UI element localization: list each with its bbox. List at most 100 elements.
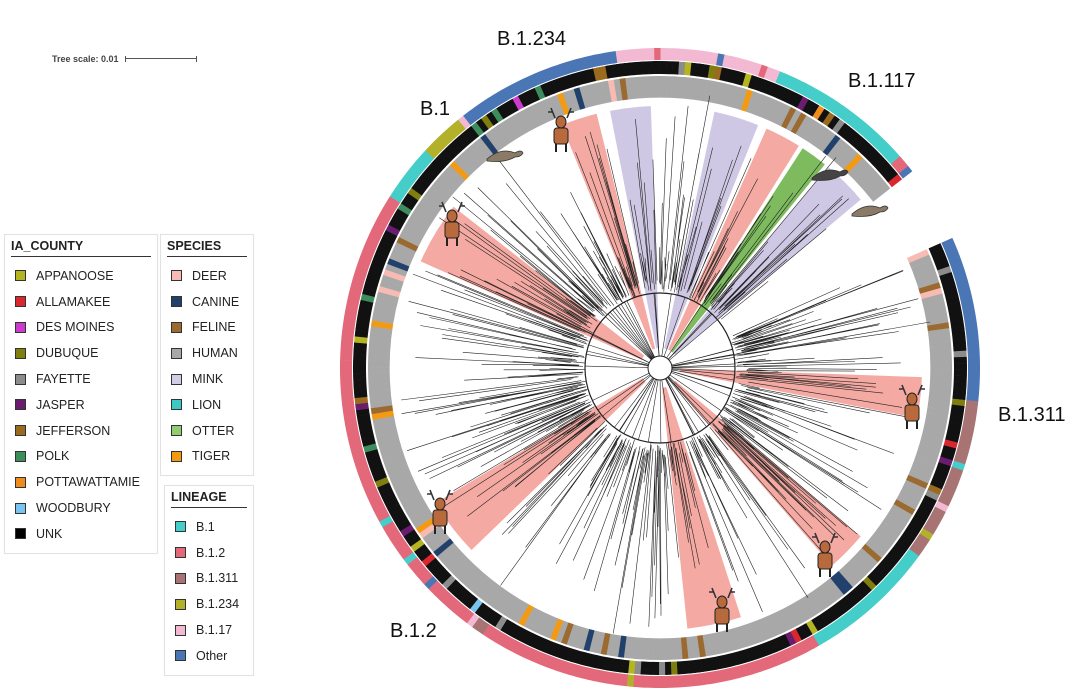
deer-antler — [812, 532, 838, 544]
ring-species-cell — [485, 130, 503, 152]
ring-lineage-cell — [819, 94, 832, 109]
ring-county-cell — [925, 489, 940, 501]
ring-species-cell — [800, 118, 817, 141]
legend-label: OTTER — [192, 423, 235, 438]
legend-swatch — [175, 521, 186, 533]
ring-county-cell — [916, 505, 932, 518]
legend-item: B.1 — [171, 514, 247, 540]
legend-label: DUBUQUE — [36, 346, 99, 361]
ring-lineage-cell — [746, 60, 756, 75]
legend-swatch — [15, 399, 26, 411]
ring-county-cell — [688, 659, 697, 674]
ring-lineage-cell — [404, 169, 419, 183]
ring-lineage-cell — [596, 53, 606, 67]
ring-species-cell — [912, 459, 935, 473]
ring-species-cell — [734, 626, 746, 649]
ring-lineage-cell — [941, 237, 956, 249]
legend-swatch — [171, 296, 182, 308]
ring-lineage-cell — [340, 347, 353, 355]
ring-lineage-cell — [420, 150, 435, 164]
ring-lineage-cell — [801, 638, 814, 652]
ring-lineage-cell — [967, 369, 980, 376]
ring-species-cell — [388, 467, 412, 482]
ring-species-cell — [835, 145, 855, 167]
ring-species-cell — [712, 631, 724, 655]
ring-lineage-cell — [695, 673, 704, 686]
ring-species-cell — [907, 469, 931, 484]
ring-lineage-cell — [898, 165, 913, 179]
ring-lineage-cell — [967, 381, 980, 389]
ring-species-cell — [433, 538, 454, 557]
ring-county-cell — [353, 342, 368, 350]
ring-lineage-cell — [671, 675, 679, 688]
ring-species-cell — [671, 76, 679, 99]
ring-species-cell — [761, 97, 776, 120]
ring-county-cell — [437, 570, 452, 585]
ring-county-cell — [451, 583, 465, 598]
ring-lineage-cell — [949, 466, 964, 477]
legend-item: JASPER — [11, 392, 151, 418]
ring-county-cell — [391, 213, 406, 226]
ring-county-cell — [494, 615, 508, 631]
ring-lineage-cell — [955, 448, 969, 459]
ring-species-cell — [437, 173, 459, 193]
ring-lineage-cell — [347, 434, 361, 444]
tree-branch-lines — [401, 95, 931, 634]
ring-species-cell — [413, 206, 436, 224]
ring-lineage-cell — [639, 675, 647, 688]
ring-county-cell — [901, 530, 916, 544]
legend-swatch — [15, 425, 26, 437]
ring-county-cell — [642, 61, 649, 75]
ring-lineage-cell — [569, 663, 580, 677]
legend-swatch — [15, 321, 26, 333]
ring-lineage-cell — [843, 611, 857, 625]
ring-species-cell — [875, 526, 897, 545]
ring-species-cell — [641, 637, 649, 660]
ring-lineage-cell — [346, 428, 360, 438]
ring-species-cell — [509, 114, 526, 137]
ring-lineage-cell — [886, 151, 900, 165]
ring-county-cell — [736, 71, 747, 86]
ring-species-cell — [407, 216, 430, 233]
ring-species-cell — [771, 101, 786, 125]
legend-label: APPANOOSE — [36, 268, 114, 283]
ring-species-cell — [647, 637, 654, 660]
ring-lineage-cell — [365, 235, 380, 247]
legend-label: CANINE — [192, 294, 240, 309]
ring-lineage-cell — [541, 68, 552, 83]
ring-lineage-cell — [934, 501, 949, 513]
ring-county-cell — [368, 460, 383, 471]
legend-item: DUBUQUE — [11, 340, 151, 366]
ring-lineage-cell — [702, 672, 711, 686]
ring-lineage-cell — [763, 66, 775, 81]
ring-county-cell — [883, 554, 898, 568]
ring-county-cell — [862, 576, 877, 591]
ring-species-cell — [804, 121, 822, 144]
ring-county-cell — [353, 384, 367, 392]
legend-item: DES MOINES — [11, 315, 151, 341]
ring-lineage-cell — [940, 489, 954, 501]
ring-species-cell — [380, 447, 404, 460]
ring-lineage-cell — [345, 422, 359, 432]
ring-county-cell — [757, 643, 768, 658]
ring-species-cell — [452, 558, 473, 579]
ring-lineage-cell — [412, 159, 426, 173]
ring-species-cell — [751, 93, 765, 116]
ring-county-cell — [605, 64, 614, 79]
legend-label: DES MOINES — [36, 320, 115, 335]
legend-item: CANINE — [167, 289, 247, 315]
ring-species-cell — [409, 506, 432, 524]
ring-species-cell — [789, 602, 806, 625]
ring-species-cell — [718, 630, 729, 654]
mink-icon — [811, 169, 849, 181]
ring-species-cell — [400, 492, 424, 509]
clade-label-b1311: B.1.311 — [998, 404, 1066, 426]
ring-species-cell — [480, 134, 499, 156]
ring-lineage-cell — [615, 50, 624, 63]
ring-species-cell — [504, 117, 521, 140]
ring-lineage-cell — [959, 292, 973, 302]
ring-county-cell — [396, 519, 412, 532]
ring-county-cell — [507, 98, 519, 114]
ring-species-cell — [794, 599, 811, 622]
ring-lineage-cell — [393, 185, 408, 198]
